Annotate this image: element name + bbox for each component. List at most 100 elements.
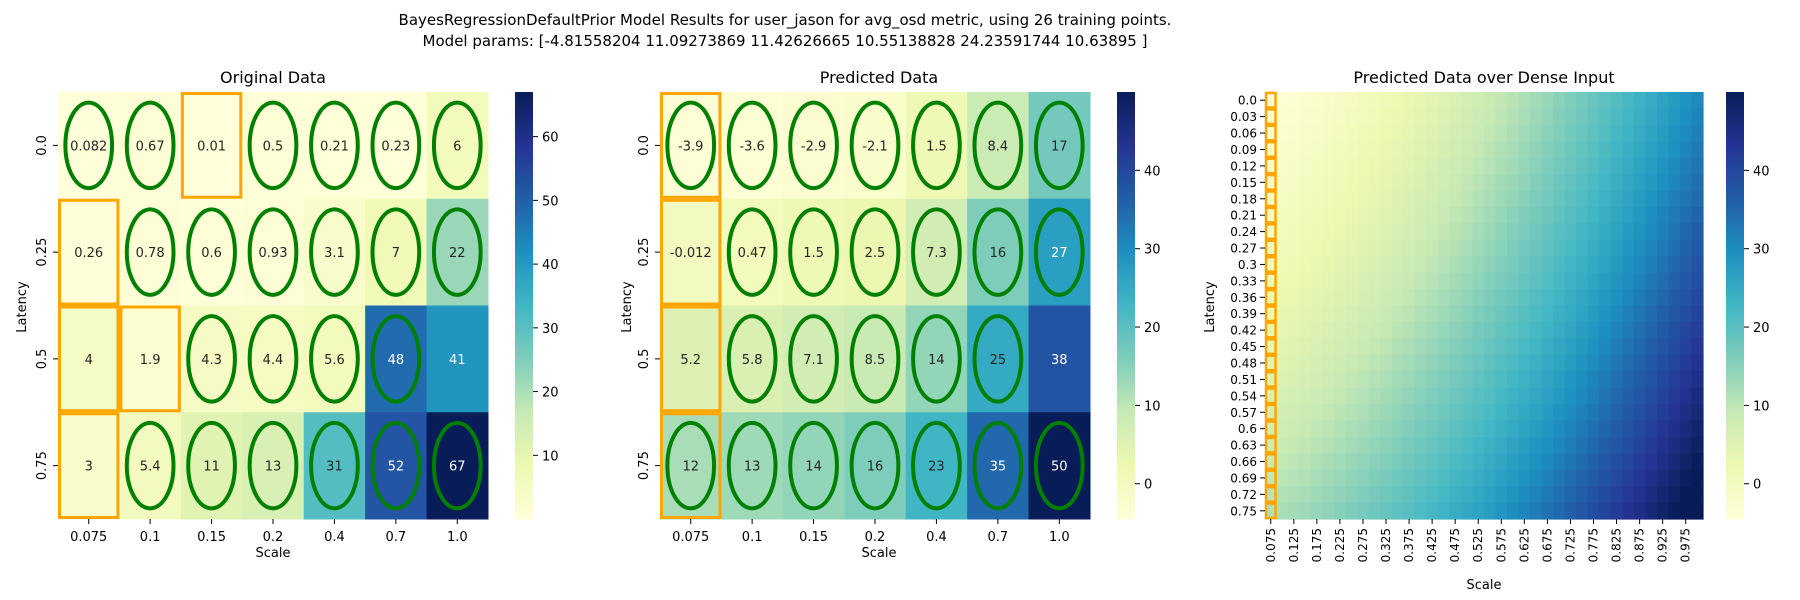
dense-cell bbox=[1265, 321, 1278, 339]
dense-cell bbox=[1414, 321, 1427, 339]
dense-cell bbox=[1495, 338, 1508, 356]
dense-cell bbox=[1437, 502, 1451, 520]
dense-cell bbox=[1426, 321, 1439, 339]
dense-colorbar-segment bbox=[1726, 394, 1744, 399]
original-colorbar-segment bbox=[515, 330, 533, 335]
dense-cell bbox=[1460, 387, 1474, 405]
dense-cell bbox=[1622, 174, 1635, 192]
dense-cell bbox=[1414, 453, 1427, 471]
dense-cell bbox=[1587, 502, 1600, 520]
dense-cell bbox=[1610, 338, 1623, 356]
dense-cell bbox=[1403, 157, 1416, 175]
dense-cell bbox=[1679, 223, 1693, 241]
dense-cell bbox=[1403, 141, 1416, 159]
dense-cell bbox=[1449, 239, 1462, 257]
original-colorbar-segment bbox=[515, 316, 533, 321]
dense-cell bbox=[1507, 190, 1520, 208]
dense-cell bbox=[1460, 486, 1474, 504]
predicted-ellipse-marker bbox=[788, 100, 839, 191]
dense-cell bbox=[1472, 436, 1485, 454]
predicted-colorbar-segment bbox=[1117, 323, 1135, 328]
original-cell-label: 0.78 bbox=[136, 246, 165, 261]
dense-cell bbox=[1368, 157, 1381, 175]
original-ellipse-marker bbox=[247, 100, 299, 191]
dense-cell bbox=[1368, 272, 1381, 290]
dense-cell bbox=[1414, 502, 1427, 520]
dense-cell bbox=[1507, 239, 1520, 257]
dense-colorbar-segment bbox=[1726, 109, 1744, 114]
original-cell-label: 5.4 bbox=[140, 460, 161, 475]
original-colorbar-segment bbox=[515, 405, 533, 410]
dense-xtick-label: 0.225 bbox=[1333, 528, 1347, 562]
dense-cell bbox=[1276, 371, 1289, 389]
dense-cell bbox=[1357, 206, 1370, 224]
dense-cell bbox=[1403, 420, 1416, 438]
dense-cell bbox=[1633, 338, 1646, 356]
original-xtick-label: 0.1 bbox=[140, 530, 161, 545]
dense-cell bbox=[1322, 124, 1335, 142]
original-cell bbox=[303, 198, 366, 306]
dense-cell bbox=[1345, 141, 1358, 159]
dense-cell bbox=[1368, 305, 1381, 323]
dense-ytick-label: 0.27 bbox=[1230, 242, 1257, 256]
dense-cell bbox=[1299, 141, 1312, 159]
dense-cell bbox=[1472, 354, 1485, 372]
dense-cell bbox=[1403, 206, 1416, 224]
predicted-colorbar-segment bbox=[1117, 440, 1135, 445]
dense-colorbar-segment bbox=[1726, 515, 1744, 520]
dense-cell bbox=[1368, 289, 1381, 307]
dense-colorbar-segment bbox=[1726, 387, 1744, 392]
dense-cell bbox=[1288, 305, 1301, 323]
dense-cell bbox=[1288, 404, 1301, 422]
dense-colorbar-segment bbox=[1726, 390, 1744, 396]
original-colorbar-segment bbox=[515, 166, 533, 171]
dense-cell bbox=[1518, 305, 1531, 323]
dense-cell bbox=[1576, 92, 1589, 110]
dense-cell bbox=[1357, 124, 1370, 142]
original-colorbar-segment bbox=[515, 451, 533, 456]
predicted-colorbar-segment bbox=[1117, 220, 1135, 225]
dense-cell bbox=[1679, 371, 1693, 389]
dense-colorbar-segment bbox=[1726, 134, 1744, 139]
original-xtick-label: 0.2 bbox=[263, 530, 284, 545]
predicted-ellipse-marker bbox=[1033, 100, 1085, 191]
dense-cell bbox=[1541, 420, 1554, 438]
dense-cell bbox=[1541, 223, 1554, 241]
dense-cell bbox=[1437, 354, 1451, 372]
dense-cell bbox=[1322, 436, 1335, 454]
dense-cell bbox=[1391, 354, 1404, 372]
original-ellipse-marker bbox=[63, 100, 115, 191]
original-colorbar-segment bbox=[515, 376, 533, 381]
dense-cell bbox=[1541, 404, 1554, 422]
dense-cell bbox=[1553, 371, 1566, 389]
predicted-colorbar-segment bbox=[1117, 312, 1135, 317]
dense-cell bbox=[1541, 305, 1554, 323]
dense-cell bbox=[1564, 108, 1577, 126]
dense-cell bbox=[1288, 338, 1301, 356]
dense-cell bbox=[1437, 92, 1451, 110]
dense-cell bbox=[1299, 108, 1312, 126]
dense-cell bbox=[1495, 502, 1508, 520]
dense-colorbar-segment bbox=[1726, 287, 1744, 292]
dense-cell bbox=[1265, 305, 1278, 323]
dense-cell bbox=[1679, 124, 1693, 142]
dense-colorbar-segment bbox=[1726, 212, 1744, 218]
dense-cell bbox=[1414, 157, 1427, 175]
dense-colorbar-segment bbox=[1726, 458, 1744, 463]
dense-cell bbox=[1368, 321, 1381, 339]
original-colorbar-segment bbox=[515, 156, 533, 161]
predicted-colorbar-segment bbox=[1117, 95, 1135, 100]
dense-cell bbox=[1276, 321, 1289, 339]
dense-xtick-label: 0.875 bbox=[1633, 528, 1647, 562]
dense-cell bbox=[1380, 321, 1393, 339]
dense-cell bbox=[1610, 436, 1623, 454]
predicted-colorbar-segment bbox=[1117, 209, 1135, 214]
dense-cell bbox=[1691, 404, 1704, 422]
dense-cell bbox=[1668, 387, 1681, 405]
dense-cell bbox=[1288, 157, 1301, 175]
dense-cell bbox=[1345, 305, 1358, 323]
dense-cell bbox=[1495, 190, 1508, 208]
dense-cell bbox=[1645, 223, 1658, 241]
dense-cell bbox=[1530, 453, 1543, 471]
original-colorbar-segment bbox=[515, 440, 533, 445]
